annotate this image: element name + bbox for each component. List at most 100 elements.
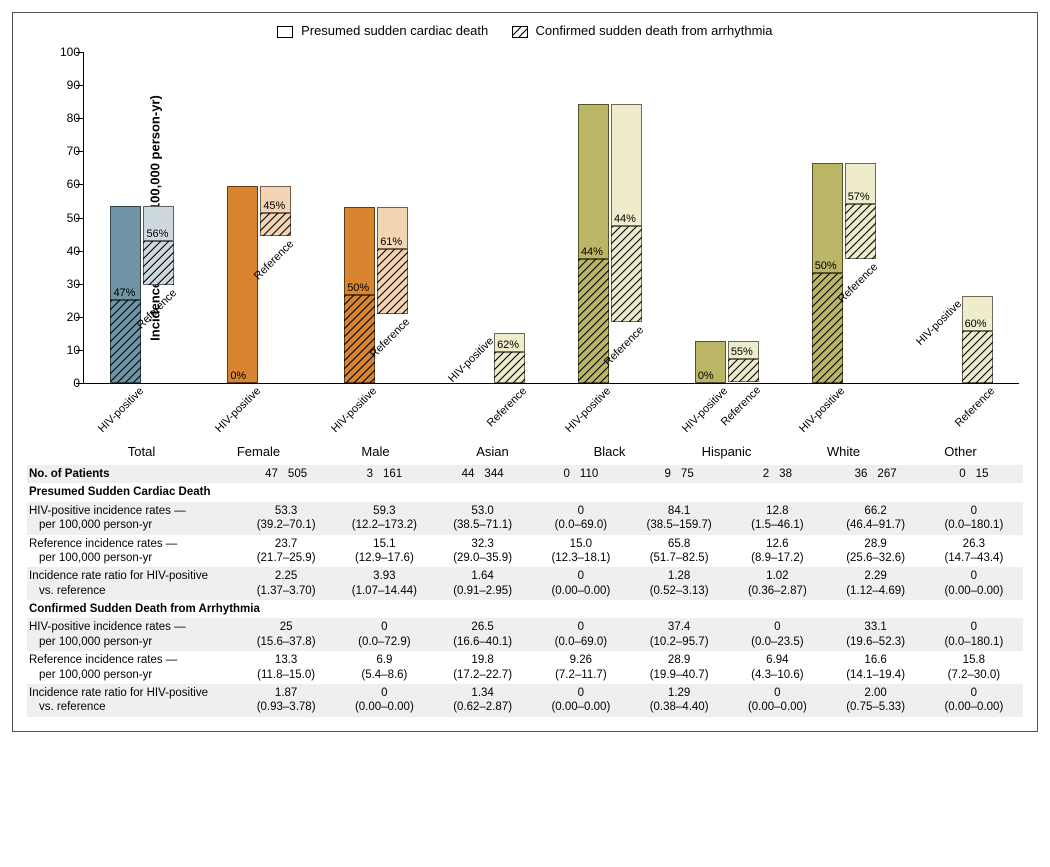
- value: 0: [533, 569, 629, 583]
- patients-cell: 238: [728, 465, 826, 483]
- value: 15.0: [533, 537, 629, 551]
- row-cells: 53.3(39.2–70.1)59.3(12.2–173.2)53.0(38.5…: [237, 502, 1023, 535]
- patients-ref: 75: [681, 467, 694, 481]
- segment-presumed: [110, 206, 141, 300]
- bar-x-label: HIV-positive: [330, 385, 380, 435]
- patients-cell: 0110: [532, 465, 630, 483]
- ci: (11.8–15.0): [238, 668, 334, 682]
- data-cell: 59.3(12.2–173.2): [335, 502, 433, 535]
- bar-reference: 62%Reference: [494, 333, 525, 383]
- segment-confirmed: [260, 213, 291, 236]
- value: 1.28: [631, 569, 727, 583]
- pct-label: 0%: [698, 370, 714, 382]
- value: 59.3: [336, 504, 432, 518]
- value: 1.02: [729, 569, 825, 583]
- ci: (19.9–40.7): [631, 668, 727, 682]
- bar-group: 50%HIV-positive61%Reference: [318, 52, 435, 383]
- patients-ref: 161: [383, 467, 402, 481]
- table-row: Presumed Sudden Cardiac Death: [27, 483, 1023, 501]
- segment-confirmed: [143, 241, 174, 285]
- ci: (8.9–17.2): [729, 551, 825, 565]
- segment-confirmed: [728, 359, 759, 382]
- y-tick-label: 30: [67, 277, 80, 291]
- value: 2.25: [238, 569, 334, 583]
- data-cell: 0(0.00–0.00): [728, 684, 826, 717]
- legend-presumed: Presumed sudden cardiac death: [277, 23, 488, 38]
- ci: (0.0–23.5): [729, 635, 825, 649]
- group-name-label: Female: [200, 444, 317, 459]
- section-header: Presumed Sudden Cardiac Death: [27, 483, 1023, 501]
- bar-hiv-positive: 0%HIV-positive: [695, 341, 726, 383]
- row-header: No. of Patients: [27, 465, 237, 483]
- group-name-label: Hispanic: [668, 444, 785, 459]
- group-name-label: Other: [902, 444, 1019, 459]
- data-cell: 0(0.00–0.00): [532, 684, 630, 717]
- data-cell: 0(0.00–0.00): [532, 567, 630, 600]
- bar-hiv-positive: 47%HIV-positive: [110, 206, 141, 383]
- ci: (14.7–43.4): [926, 551, 1022, 565]
- data-cell: 15.1(12.9–17.6): [335, 535, 433, 568]
- data-cell: 66.2(46.4–91.7): [827, 502, 925, 535]
- bar-pair: 50%HIV-positive57%Reference: [785, 163, 902, 383]
- row-cells: 47505316144344011097523836267015: [237, 465, 1023, 483]
- segment-presumed: [227, 186, 258, 383]
- data-cell: 0(0.0–69.0): [532, 502, 630, 535]
- bar-groups: 47%HIV-positive56%Reference0%HIV-positiv…: [84, 52, 1019, 383]
- ci: (0.0–180.1): [926, 635, 1022, 649]
- patients-hiv: 0: [959, 467, 965, 481]
- patients-cell: 47505: [237, 465, 335, 483]
- data-cell: 65.8(51.7–82.5): [630, 535, 728, 568]
- value: 15.1: [336, 537, 432, 551]
- row-header: Incidence rate ratio for HIV-positivevs.…: [27, 684, 237, 717]
- data-table: No. of Patients4750531614434401109752383…: [27, 465, 1023, 717]
- group-name-label: Black: [551, 444, 668, 459]
- ci: (29.0–35.9): [435, 551, 531, 565]
- bar-pair: 0%HIV-positive45%Reference: [201, 186, 318, 383]
- ci: (19.6–52.3): [828, 635, 924, 649]
- table-row: Reference incidence rates —per 100,000 p…: [27, 651, 1023, 684]
- bar-pair: HIV-positive60%Reference: [902, 296, 1019, 383]
- patients-ref: 15: [976, 467, 989, 481]
- patients-hiv: 36: [855, 467, 868, 481]
- ci: (0.00–0.00): [336, 700, 432, 714]
- ci: (0.52–3.13): [631, 584, 727, 598]
- data-cell: 13.3(11.8–15.0): [237, 651, 335, 684]
- bar-x-label: HIV-positive: [797, 385, 847, 435]
- segment-confirmed: [611, 226, 642, 322]
- ci: (0.00–0.00): [926, 584, 1022, 598]
- ci: (0.0–69.0): [533, 635, 629, 649]
- patients-ref: 344: [484, 467, 503, 481]
- data-cell: 1.64(0.91–2.95): [434, 567, 532, 600]
- data-cell: 0(0.0–23.5): [728, 618, 826, 651]
- value: 53.0: [435, 504, 531, 518]
- row-header: HIV-positive incidence rates —per 100,00…: [27, 618, 237, 651]
- patients-ref: 505: [288, 467, 307, 481]
- value: 28.9: [828, 537, 924, 551]
- value: 0: [533, 686, 629, 700]
- section-header: Confirmed Sudden Death from Arrhythmia: [27, 600, 1023, 618]
- legend-confirmed: Confirmed sudden death from arrhythmia: [512, 23, 773, 38]
- pct-label: 50%: [815, 260, 837, 272]
- segment-confirmed: [578, 259, 609, 383]
- data-cell: 0(0.00–0.00): [335, 684, 433, 717]
- bar-hiv-positive: 50%HIV-positive: [812, 163, 843, 383]
- segment-confirmed: [110, 300, 141, 383]
- ci: (0.00–0.00): [533, 700, 629, 714]
- value: 0: [926, 504, 1022, 518]
- ci: (39.2–70.1): [238, 518, 334, 532]
- ci: (0.93–3.78): [238, 700, 334, 714]
- bar-hiv-positive: 0%HIV-positive: [227, 186, 258, 383]
- value: 16.6: [828, 653, 924, 667]
- ci: (0.00–0.00): [533, 584, 629, 598]
- ci: (10.2–95.7): [631, 635, 727, 649]
- data-cell: 0(0.0–69.0): [532, 618, 630, 651]
- row-cells: 23.7(21.7–25.9)15.1(12.9–17.6)32.3(29.0–…: [237, 535, 1023, 568]
- segment-confirmed: [377, 249, 408, 315]
- value: 1.87: [238, 686, 334, 700]
- y-tick-label: 80: [67, 111, 80, 125]
- bar-reference: 45%Reference: [260, 186, 291, 236]
- bar-reference: 44%Reference: [611, 104, 642, 322]
- table-row: Confirmed Sudden Death from Arrhythmia: [27, 600, 1023, 618]
- segment-confirmed: [845, 204, 876, 259]
- row-header: Incidence rate ratio for HIV-positivevs.…: [27, 567, 237, 600]
